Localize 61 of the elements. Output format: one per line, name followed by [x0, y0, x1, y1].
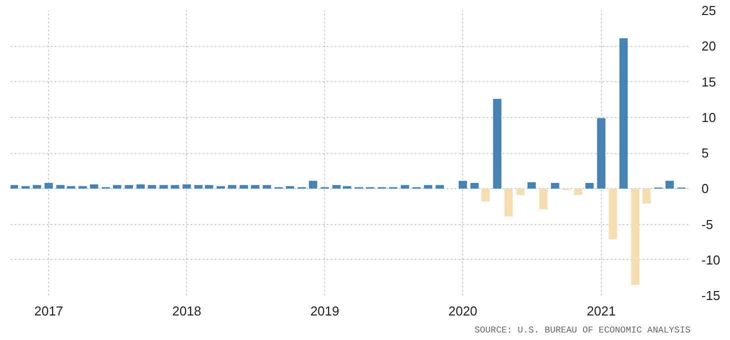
bar	[666, 180, 674, 189]
y-tick-label: 20	[702, 38, 716, 54]
bar	[160, 185, 168, 189]
bar	[308, 180, 318, 189]
x-tick-label: 2021	[586, 304, 616, 318]
bar	[262, 185, 272, 189]
source-note: SOURCE: U.S. BUREAU OF ECONOMIC ANALYSIS	[474, 326, 691, 336]
bar	[44, 182, 53, 189]
bar	[194, 185, 203, 189]
bar	[458, 180, 467, 189]
bar	[286, 186, 294, 189]
bar	[619, 38, 628, 189]
bar	[216, 186, 225, 189]
bar	[10, 185, 18, 189]
bar	[539, 188, 548, 210]
bar	[204, 185, 214, 189]
bar	[21, 186, 30, 189]
bar	[228, 185, 236, 189]
y-tick-label: 15	[702, 74, 716, 90]
bar	[493, 98, 502, 189]
bar	[516, 188, 524, 196]
x-tick-label: 2019	[310, 304, 340, 318]
bar	[481, 188, 490, 202]
y-tick-label: -10	[702, 252, 720, 268]
bar	[342, 186, 352, 189]
bar	[436, 185, 444, 189]
x-tick-label: 2018	[172, 304, 202, 318]
bar	[527, 182, 536, 189]
bar	[585, 182, 594, 189]
y-tick-label: -5	[702, 216, 714, 232]
x-tick-label: 2017	[34, 304, 64, 318]
bar	[90, 184, 98, 189]
bar	[124, 185, 134, 189]
bar	[251, 185, 260, 189]
bar	[470, 182, 479, 189]
y-tick-label: -15	[702, 288, 720, 303]
bar	[597, 118, 606, 189]
x-tick-label: 2020	[448, 304, 478, 318]
bar	[32, 185, 42, 189]
bar	[631, 188, 640, 285]
bar	[136, 184, 145, 189]
y-tick-label: 10	[702, 110, 716, 125]
bar	[66, 186, 76, 189]
bar	[550, 182, 560, 189]
bar	[332, 185, 341, 189]
bar	[182, 184, 191, 189]
bar	[148, 185, 156, 189]
bar	[608, 188, 618, 240]
bar	[424, 185, 432, 189]
y-tick-label: 25	[702, 3, 716, 18]
bar	[504, 188, 513, 216]
y-tick-label: 0	[702, 181, 709, 196]
bar	[574, 188, 582, 196]
bar	[170, 185, 180, 189]
bar	[56, 185, 65, 189]
bar	[112, 185, 122, 189]
bar	[240, 185, 248, 189]
y-tick-label: 5	[702, 146, 709, 160]
bar	[78, 186, 87, 189]
bar	[400, 185, 410, 189]
bar	[642, 188, 651, 204]
